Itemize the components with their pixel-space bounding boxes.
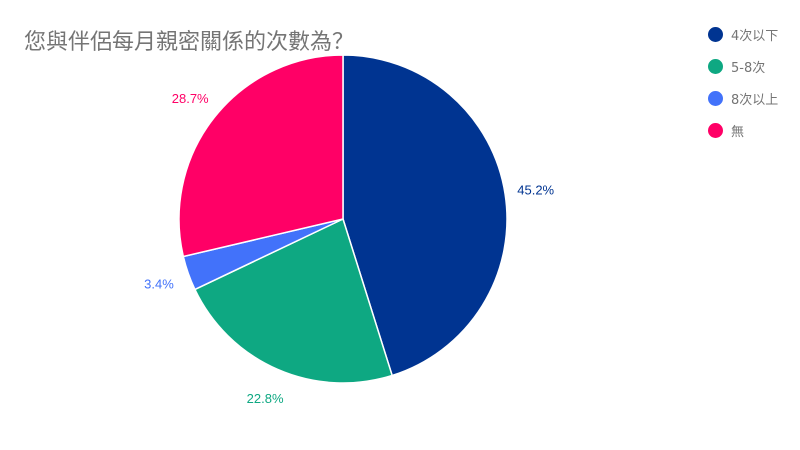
legend-label: 5-8次 [731,60,766,76]
pie-slice-label: 3.4% [144,277,174,292]
legend-item[interactable]: 無 [708,120,778,140]
legend-label: 4次以下 [731,28,779,44]
pie-slice-label: 22.8% [247,391,284,406]
legend-label: 無 [731,124,745,140]
pie-slice-label: 45.2% [517,182,554,197]
pie-slice[interactable] [342,54,508,377]
pie-slice[interactable] [178,54,344,258]
legend-swatch [708,90,723,106]
legend-item[interactable]: 5-8次 [708,56,778,76]
pie-slice-label: 28.7% [172,91,209,106]
legend-item[interactable]: 4次以下 [708,24,778,44]
legend-item[interactable]: 8次以上 [708,88,778,108]
legend-label: 8次以上 [731,92,779,108]
legend-swatch [708,26,723,42]
pie-slices [178,54,508,384]
chart-title: 您與伴侶每月親密關係的次數為？ [24,30,355,55]
legend-swatch [708,122,723,138]
legend: 4次以下 5-8次 8次以上 無 [708,24,778,140]
legend-swatch [708,58,723,74]
pie-slice[interactable] [193,217,394,384]
pie-slice-labels: 45.2% 22.8% 3.4% 28.7% [144,91,554,406]
